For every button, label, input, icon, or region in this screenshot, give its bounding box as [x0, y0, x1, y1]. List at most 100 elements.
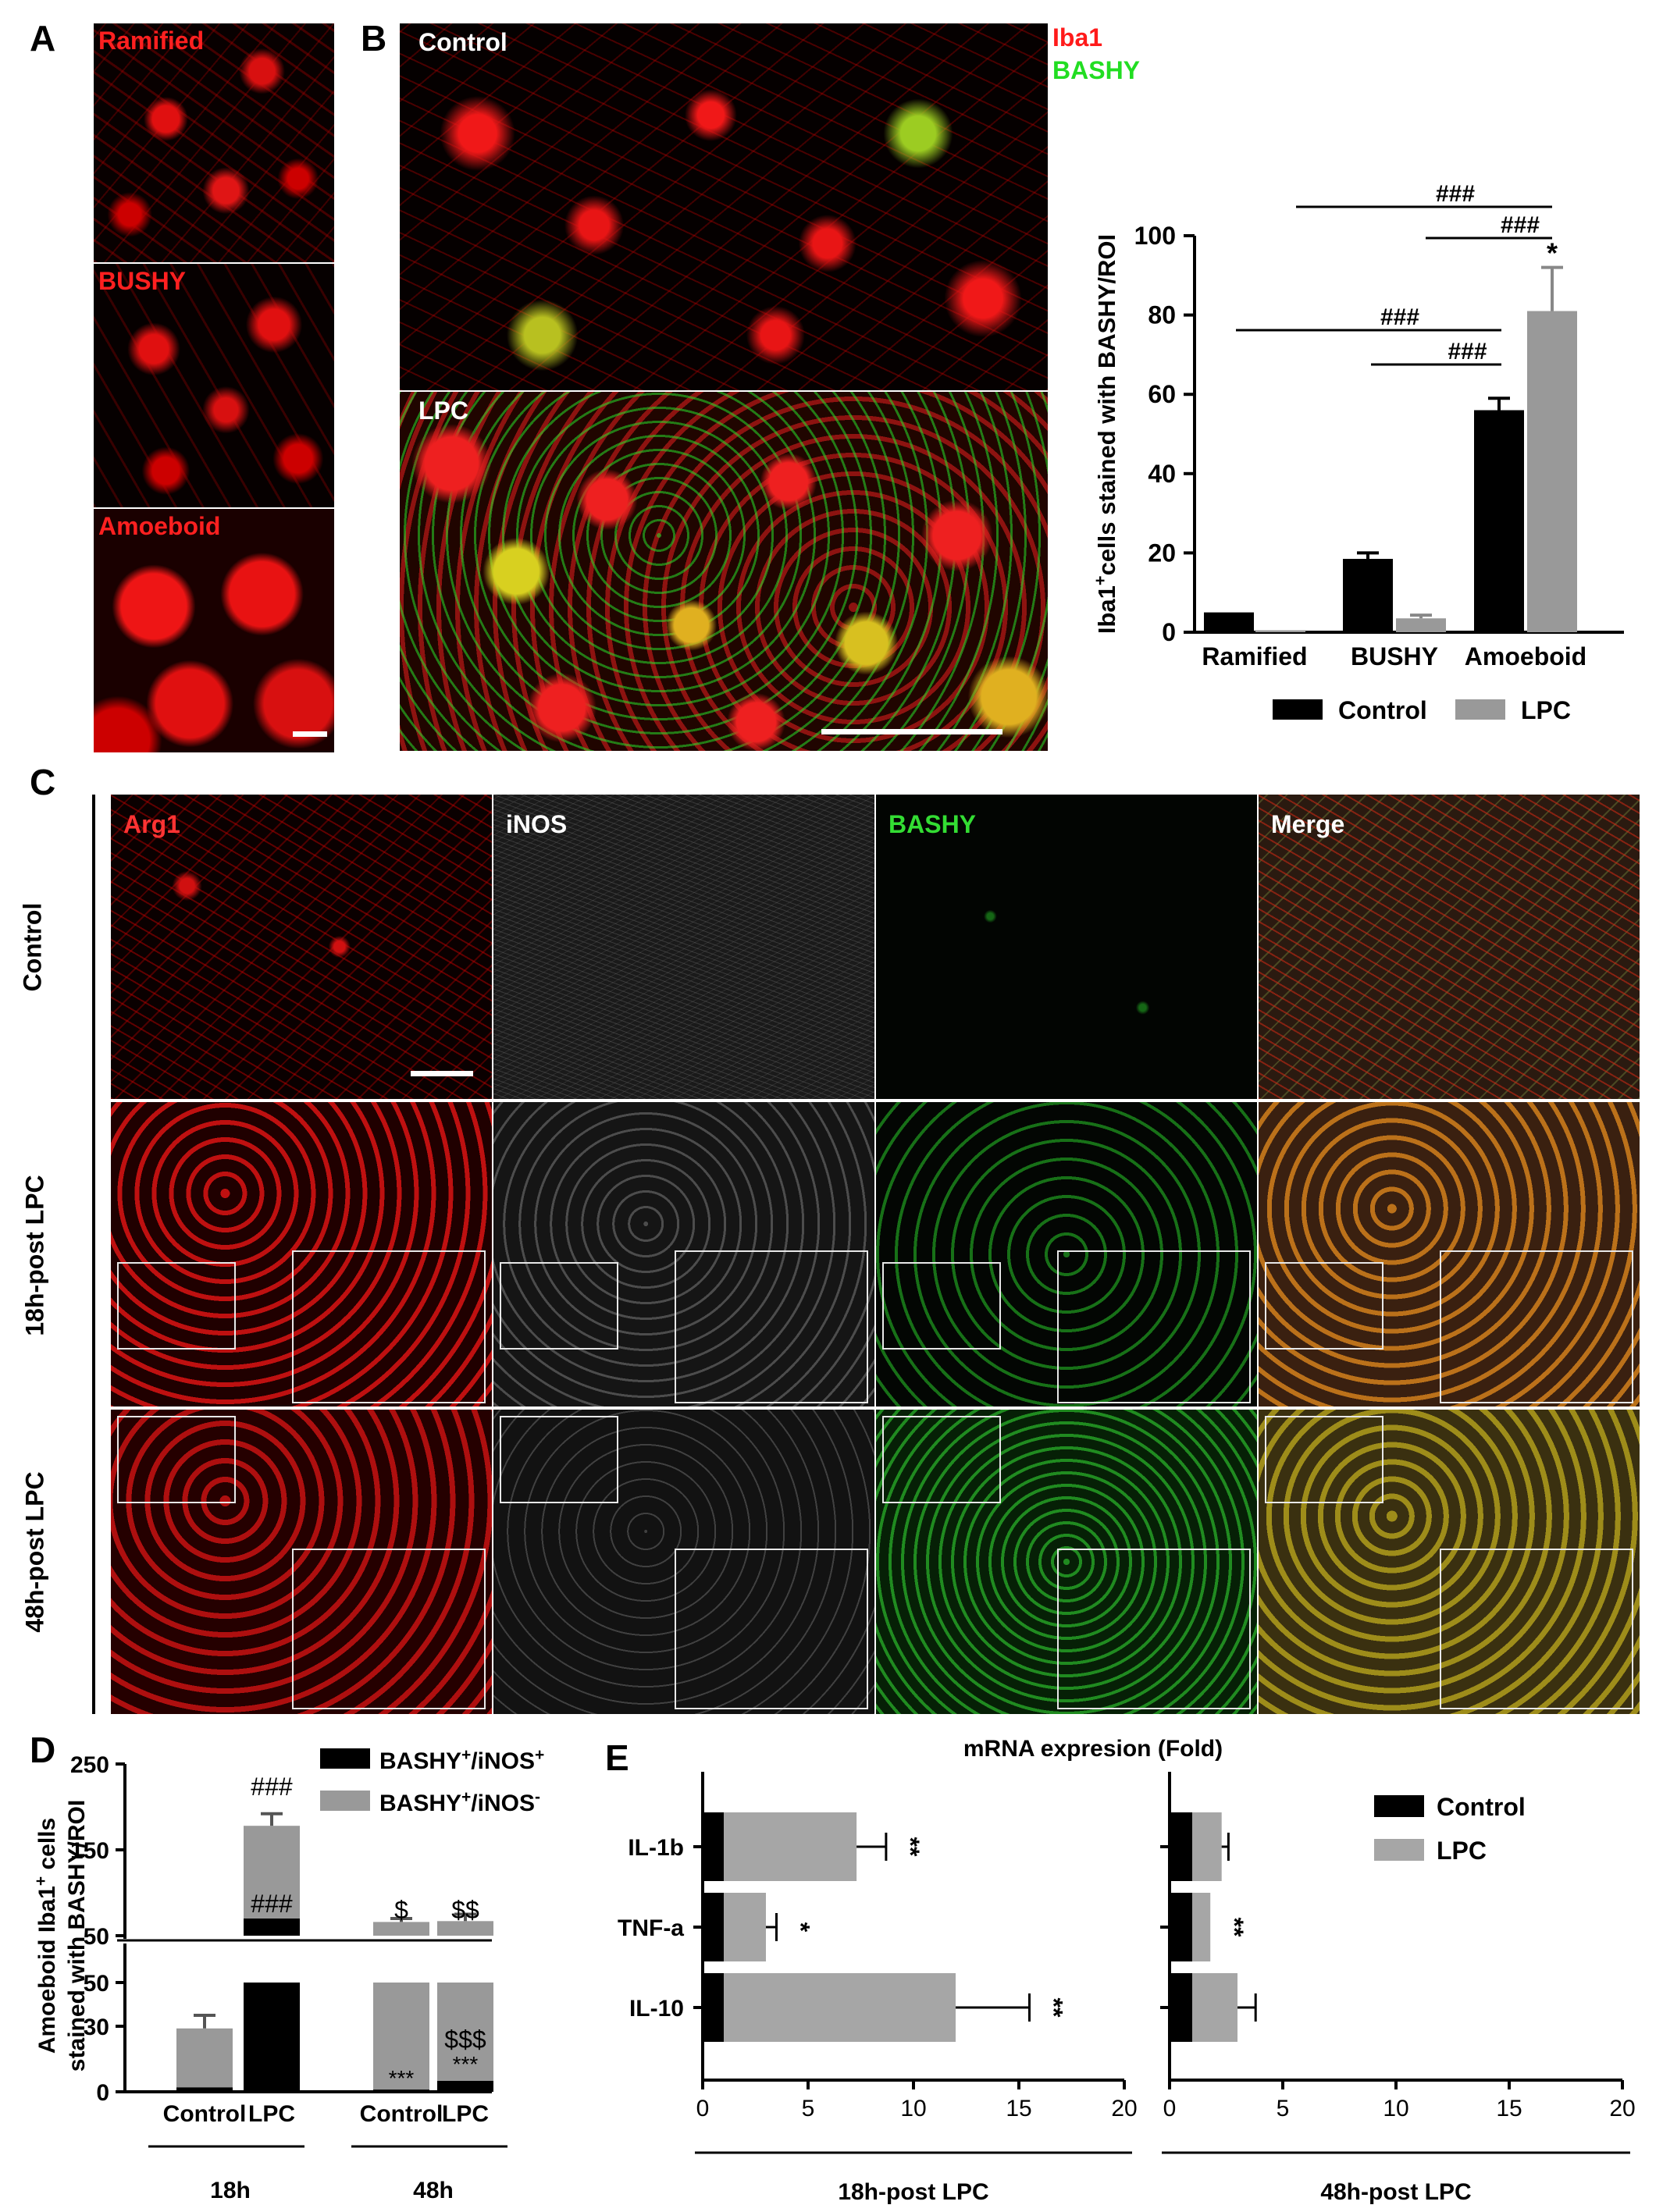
- panel-b-lpc-image: LPC: [400, 392, 1048, 751]
- significance-label: ###: [251, 1890, 293, 1918]
- legend-label-control: Control: [1437, 1793, 1526, 1821]
- bar-ramified-control: [1204, 612, 1254, 632]
- panel-a-ramified-image: Ramified: [94, 23, 334, 262]
- legend-swatch-inos-pos: [320, 1748, 370, 1769]
- panel-c-image-18h-bashy: [876, 1102, 1257, 1407]
- y-tick-label: 250: [70, 1752, 109, 1778]
- bar-control-il-10: [1170, 1973, 1192, 2042]
- scale-bar: [293, 731, 327, 737]
- y-tick-label: 0: [96, 2080, 109, 2106]
- panel-c-image-control-merge: Merge: [1259, 795, 1640, 1099]
- bar-black-lpc: [437, 2081, 493, 2092]
- significance-label: ***: [453, 2052, 479, 2076]
- channel-bashy-label: BASHY: [1052, 56, 1141, 84]
- panel-b-control-label: Control: [418, 28, 507, 56]
- significance-label: ###: [1501, 212, 1540, 238]
- legend-swatch-control: [1374, 1795, 1424, 1817]
- x-tick-label: Ramified: [1202, 642, 1307, 670]
- x-tick-label: 20: [1609, 2096, 1635, 2121]
- panel-c-image-control-inos: iNOS: [493, 795, 874, 1099]
- inset-box: [117, 1416, 236, 1503]
- panel-a-letter: A: [30, 18, 56, 59]
- inset-box: [1265, 1416, 1383, 1503]
- significance-label: **: [1040, 1998, 1068, 2018]
- legend-label-inos-pos: BASHY+/iNOS+: [379, 1746, 544, 1775]
- y-tick-label: 80: [1148, 301, 1176, 329]
- inset-box: [1440, 1549, 1633, 1709]
- panel-a-amoeboid-image: Amoeboid: [94, 509, 334, 752]
- y-tick-label: 50: [84, 1924, 109, 1950]
- significance-label: *: [787, 1922, 815, 1933]
- scale-bar: [821, 729, 1002, 734]
- panel-c-image-18h-inos: [493, 1102, 874, 1407]
- x-tick-label: 0: [696, 2096, 710, 2121]
- panel-c-image-48h-arg1: [111, 1410, 492, 1714]
- y-tick-label: 60: [1148, 380, 1176, 408]
- inset-box: [1057, 1250, 1251, 1403]
- y-tick-label: 30: [84, 2015, 109, 2040]
- bar-bushy-lpc: [1396, 618, 1446, 632]
- panel-e-chart: mRNA expresion (Fold) 0 5 10 15 20 IL-1b ** TNF-…: [618, 1736, 1636, 2205]
- y-tick-label: 40: [1148, 460, 1176, 488]
- legend-swatch-control: [1273, 699, 1323, 720]
- significance-label: **: [896, 1837, 924, 1857]
- panel-b-chart: 0 20 40 60 80 100 Iba1+cells stained with BASH…: [1090, 181, 1624, 724]
- legend-label-inos-neg: BASHY+/iNOS-: [379, 1788, 540, 1817]
- legend-swatch-lpc: [1455, 699, 1505, 720]
- bar-upper-lpc: [244, 1826, 300, 1936]
- bar-total-control: [176, 2028, 233, 2092]
- significance-label: **: [1220, 1918, 1248, 1937]
- x-tick-label: 0: [1163, 2096, 1177, 2121]
- bar-black-control: [373, 2089, 429, 2092]
- legend-label-lpc: LPC: [1521, 696, 1571, 724]
- y-axis-label-line2: stained with BASHY/ROI: [64, 1800, 90, 2072]
- inset-box: [882, 1416, 1001, 1503]
- group-label: 18h: [210, 2178, 251, 2203]
- bar-bushy-control: [1343, 559, 1393, 632]
- inset-box: [675, 1549, 868, 1709]
- y-tick-label: 20: [1148, 539, 1176, 567]
- significance-label: ***: [389, 2066, 415, 2090]
- x-tick-label: 20: [1111, 2096, 1137, 2121]
- legend-label-lpc: LPC: [1437, 1837, 1487, 1865]
- y-tick-label: IL-10: [629, 1996, 684, 2022]
- panel-c-letter: C: [30, 762, 56, 802]
- x-tick-label: Amoeboid: [1465, 642, 1586, 670]
- significance-label: $: [394, 1896, 408, 1924]
- panel-c-row-48h-label: 48h-post LPC: [20, 1471, 49, 1633]
- panel-c-row-18h-label: 18h-post LPC: [20, 1175, 49, 1336]
- inset-box: [292, 1250, 486, 1403]
- inset-box: [292, 1549, 486, 1709]
- legend-swatch-lpc: [1374, 1839, 1424, 1861]
- bar-lower-control: [373, 1983, 429, 2092]
- x-tick-label: 15: [1006, 2096, 1031, 2121]
- panel-e-letter: E: [605, 1737, 629, 1778]
- panel-a-bushy-label: BUSHY: [98, 267, 187, 295]
- bar-upper-control: [373, 1922, 429, 1936]
- scale-bar: [411, 1071, 473, 1076]
- bar-black-control: [176, 2087, 233, 2092]
- y-tick-label: 50: [84, 1971, 109, 1997]
- channel-iba1-label: Iba1: [1052, 23, 1103, 52]
- chart-title: mRNA expresion (Fold): [963, 1736, 1223, 1762]
- panel-c-image-48h-merge: [1259, 1410, 1640, 1714]
- inset-box: [882, 1262, 1001, 1350]
- panel-c-column-label: Merge: [1271, 810, 1345, 838]
- inset-box: [1265, 1262, 1383, 1350]
- x-tick-label: BUSHY: [1351, 642, 1438, 670]
- panel-c-image-48h-inos: [493, 1410, 874, 1714]
- bar-control-il-1b: [1170, 1812, 1192, 1881]
- significance-label: ###: [1380, 304, 1419, 330]
- panel-c-image-18h-arg1: [111, 1102, 492, 1407]
- bar-lower-lpc: [437, 1983, 493, 2092]
- panel-c-image-control-bashy: BASHY: [876, 795, 1257, 1099]
- inset-box: [500, 1416, 618, 1503]
- panel-d-letter: D: [30, 1730, 56, 1770]
- legend-label-control: Control: [1338, 696, 1427, 724]
- bar-amoeboid-lpc: [1527, 311, 1577, 632]
- y-tick-label: 100: [1134, 222, 1176, 250]
- panel-c-column-label: BASHY: [888, 810, 977, 838]
- bar-control-tnf-a: [1170, 1893, 1192, 1961]
- inset-box: [675, 1250, 868, 1403]
- x-tick-label: Control: [163, 2101, 247, 2127]
